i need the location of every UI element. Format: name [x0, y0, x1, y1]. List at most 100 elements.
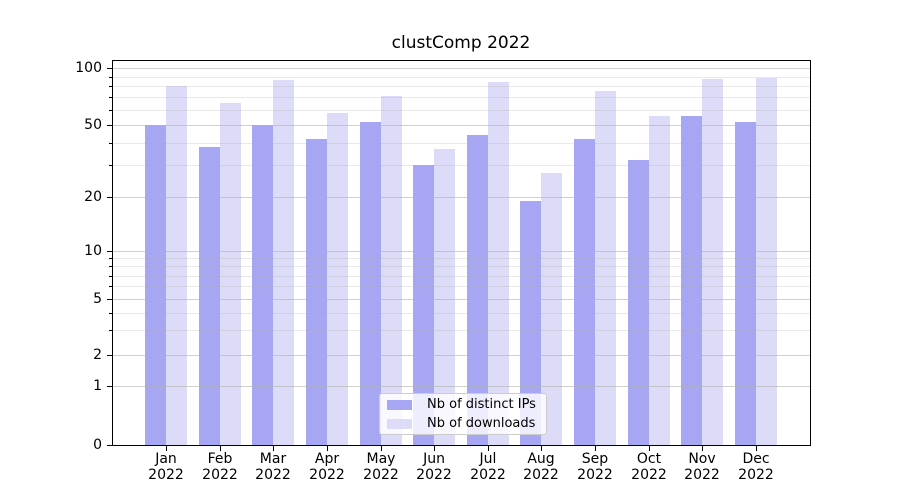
gridline-major-1	[112, 386, 810, 387]
x-tick-label-feb: Feb 2022	[202, 451, 238, 483]
legend-label-downloads: Nb of downloads	[427, 415, 536, 431]
x-tick-label-mar: Mar 2022	[255, 451, 291, 483]
x-tick-sep	[595, 446, 596, 451]
y-tick-minor-8	[109, 266, 112, 267]
gridline-minor-40	[112, 142, 810, 144]
y-tick-2	[107, 355, 112, 356]
x-tick-jun	[434, 446, 435, 451]
chart-title: clustComp 2022	[391, 33, 531, 53]
gridline-major-2	[112, 355, 810, 356]
gridline-minor-80	[112, 86, 810, 88]
gridline-minor-70	[112, 97, 810, 99]
y-tick-minor-30	[109, 165, 112, 166]
y-tick-minor-9	[109, 258, 112, 259]
gridline-major-100	[112, 68, 810, 69]
bar-feb-nb-of-downloads	[219, 103, 241, 445]
legend: Nb of distinct IPs Nb of downloads	[379, 393, 547, 435]
bar-may-nb-of-downloads	[380, 96, 402, 445]
gridline-minor-9	[112, 258, 810, 260]
y-tick-minor-6	[109, 286, 112, 287]
spine-bottom	[112, 445, 811, 446]
x-tick-label-jul: Jul 2022	[470, 451, 506, 483]
y-tick-minor-90	[109, 77, 112, 78]
y-tick-1	[107, 386, 112, 387]
bar-may-nb-of-distinct-ips	[359, 121, 381, 445]
x-tick-oct	[649, 446, 650, 451]
x-tick-jan	[166, 446, 167, 451]
bar-apr-nb-of-distinct-ips	[305, 138, 327, 445]
y-tick-label-20: 20	[84, 189, 102, 205]
x-tick-nov	[702, 446, 703, 451]
x-tick-label-oct: Oct 2022	[631, 451, 667, 483]
bar-aug-nb-of-distinct-ips	[520, 200, 542, 445]
bar-apr-nb-of-downloads	[326, 112, 348, 445]
y-tick-20	[107, 197, 112, 198]
bar-nov-nb-of-distinct-ips	[681, 115, 703, 445]
y-tick-minor-80	[109, 86, 112, 87]
y-tick-label-100: 100	[75, 60, 102, 76]
y-tick-100	[107, 68, 112, 69]
y-tick-label-2: 2	[93, 347, 102, 363]
x-tick-feb	[220, 446, 221, 451]
bar-dec-nb-of-distinct-ips	[735, 121, 756, 445]
legend-item-downloads: Nb of downloads	[387, 415, 546, 431]
gridline-major-10	[112, 251, 810, 252]
bar-aug-nb-of-downloads	[541, 173, 563, 445]
gridline-minor-8	[112, 266, 810, 268]
y-tick-minor-7	[109, 276, 112, 277]
y-tick-10	[107, 251, 112, 252]
y-tick-label-50: 50	[84, 117, 102, 133]
plot-area	[112, 60, 810, 445]
spine-right	[810, 60, 811, 446]
legend-item-distinct-ips: Nb of distinct IPs	[387, 396, 546, 412]
bar-oct-nb-of-downloads	[648, 115, 670, 445]
gridline-major-5	[112, 299, 810, 300]
bar-dec-nb-of-downloads	[756, 77, 777, 445]
gridline-minor-60	[112, 110, 810, 111]
y-tick-label-5: 5	[93, 291, 102, 307]
bar-feb-nb-of-distinct-ips	[198, 146, 220, 445]
y-tick-minor-4	[109, 313, 112, 314]
gridline-minor-30	[112, 165, 810, 167]
y-tick-0	[107, 445, 112, 446]
x-tick-label-apr: Apr 2022	[309, 451, 345, 483]
x-tick-label-dec: Dec 2022	[738, 451, 774, 483]
y-tick-minor-3	[109, 330, 112, 331]
gridline-minor-4	[112, 312, 810, 314]
bar-sep-nb-of-downloads	[595, 90, 617, 445]
bar-jun-nb-of-downloads	[434, 148, 456, 445]
legend-label-distinct-ips: Nb of distinct IPs	[427, 396, 536, 412]
x-tick-may	[381, 446, 382, 451]
spine-top	[112, 60, 811, 61]
y-tick-50	[107, 125, 112, 126]
legend-swatch-downloads	[387, 418, 412, 429]
x-tick-label-may: May 2022	[363, 451, 399, 483]
x-tick-label-sep: Sep 2022	[577, 451, 613, 483]
bar-mar-nb-of-distinct-ips	[252, 125, 274, 445]
gridline-minor-90	[112, 76, 810, 78]
x-tick-dec	[756, 446, 757, 451]
x-tick-jul	[488, 446, 489, 451]
x-tick-label-aug: Aug 2022	[523, 451, 559, 483]
gridline-major-20	[112, 197, 810, 198]
y-tick-label-1: 1	[93, 378, 102, 394]
x-tick-label-jun: Jun 2022	[416, 451, 452, 483]
gridline-major-50	[112, 125, 810, 126]
spine-left	[112, 60, 113, 446]
gridline-minor-7	[112, 275, 810, 277]
bar-jul-nb-of-downloads	[487, 82, 509, 445]
y-tick-minor-70	[109, 97, 112, 98]
y-tick-label-10: 10	[84, 243, 102, 259]
y-tick-minor-40	[109, 143, 112, 144]
gridline-minor-3	[112, 330, 810, 332]
x-tick-mar	[273, 446, 274, 451]
y-tick-label-0: 0	[93, 437, 102, 453]
bar-nov-nb-of-downloads	[702, 79, 724, 445]
bar-sep-nb-of-distinct-ips	[574, 138, 596, 445]
bar-jul-nb-of-distinct-ips	[466, 135, 488, 445]
bar-oct-nb-of-distinct-ips	[627, 160, 649, 445]
x-tick-label-nov: Nov 2022	[684, 451, 720, 483]
gridline-minor-6	[112, 286, 810, 288]
y-tick-minor-60	[109, 110, 112, 111]
bar-mar-nb-of-downloads	[273, 80, 295, 445]
